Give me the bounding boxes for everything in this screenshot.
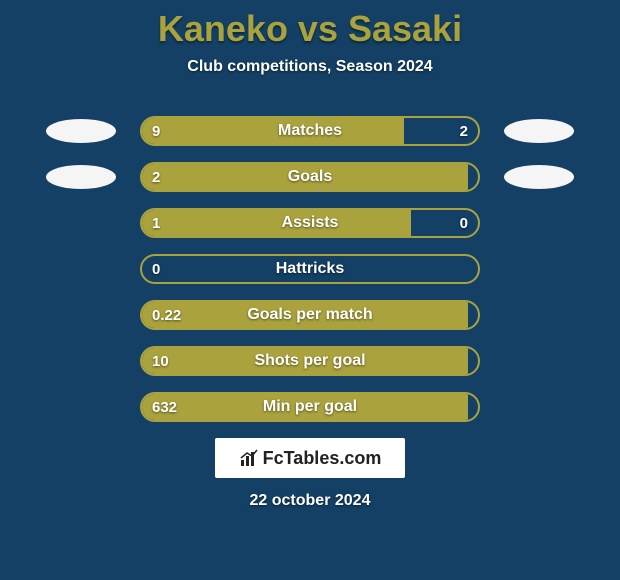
stat-label: Matches xyxy=(142,122,478,140)
comparison-date: 22 october 2024 xyxy=(0,492,620,510)
stat-row: Goals2 xyxy=(0,162,620,192)
chart-icon xyxy=(239,448,259,468)
stat-row: Min per goal632 xyxy=(0,392,620,422)
stat-label: Goals per match xyxy=(142,306,478,324)
stat-label: Assists xyxy=(142,214,478,232)
stat-bar: Assists1 0 xyxy=(140,208,480,238)
comparison-title: Kaneko vs Sasaki xyxy=(0,0,620,50)
stat-value-right: 2 xyxy=(460,123,468,140)
stat-bar: Matches9 2 xyxy=(140,116,480,146)
stat-bar: Shots per goal10 xyxy=(140,346,480,376)
stat-bar: Hattricks0 xyxy=(140,254,480,284)
player-left-badge xyxy=(46,119,116,143)
stat-row: Hattricks0 xyxy=(0,254,620,284)
player-left-badge xyxy=(46,165,116,189)
stat-value-left: 2 xyxy=(152,169,160,186)
stat-row: Assists1 0 xyxy=(0,208,620,238)
stat-label: Shots per goal xyxy=(142,352,478,370)
stat-label: Hattricks xyxy=(142,260,478,278)
stat-label: Min per goal xyxy=(142,398,478,416)
stat-row: Shots per goal10 xyxy=(0,346,620,376)
stat-value-left: 632 xyxy=(152,399,177,416)
stat-value-right: 0 xyxy=(460,215,468,232)
stat-bar: Goals per match0.22 xyxy=(140,300,480,330)
player-right-badge xyxy=(504,165,574,189)
stat-bar: Min per goal632 xyxy=(140,392,480,422)
stat-row: Matches9 2 xyxy=(0,116,620,146)
stat-label: Goals xyxy=(142,168,478,186)
stat-bar: Goals2 xyxy=(140,162,480,192)
stat-rows-container: Matches92Goals2Assists10Hattricks0Goals … xyxy=(0,116,620,422)
stat-row: Goals per match0.22 xyxy=(0,300,620,330)
stat-value-left: 10 xyxy=(152,353,169,370)
stat-value-left: 0 xyxy=(152,261,160,278)
stat-value-left: 9 xyxy=(152,123,160,140)
stat-value-left: 1 xyxy=(152,215,160,232)
stat-value-left: 0.22 xyxy=(152,307,181,324)
player-right-badge xyxy=(504,119,574,143)
fctables-logo: FcTables.com xyxy=(215,438,405,478)
logo-text: FcTables.com xyxy=(263,448,382,469)
comparison-subtitle: Club competitions, Season 2024 xyxy=(0,58,620,76)
